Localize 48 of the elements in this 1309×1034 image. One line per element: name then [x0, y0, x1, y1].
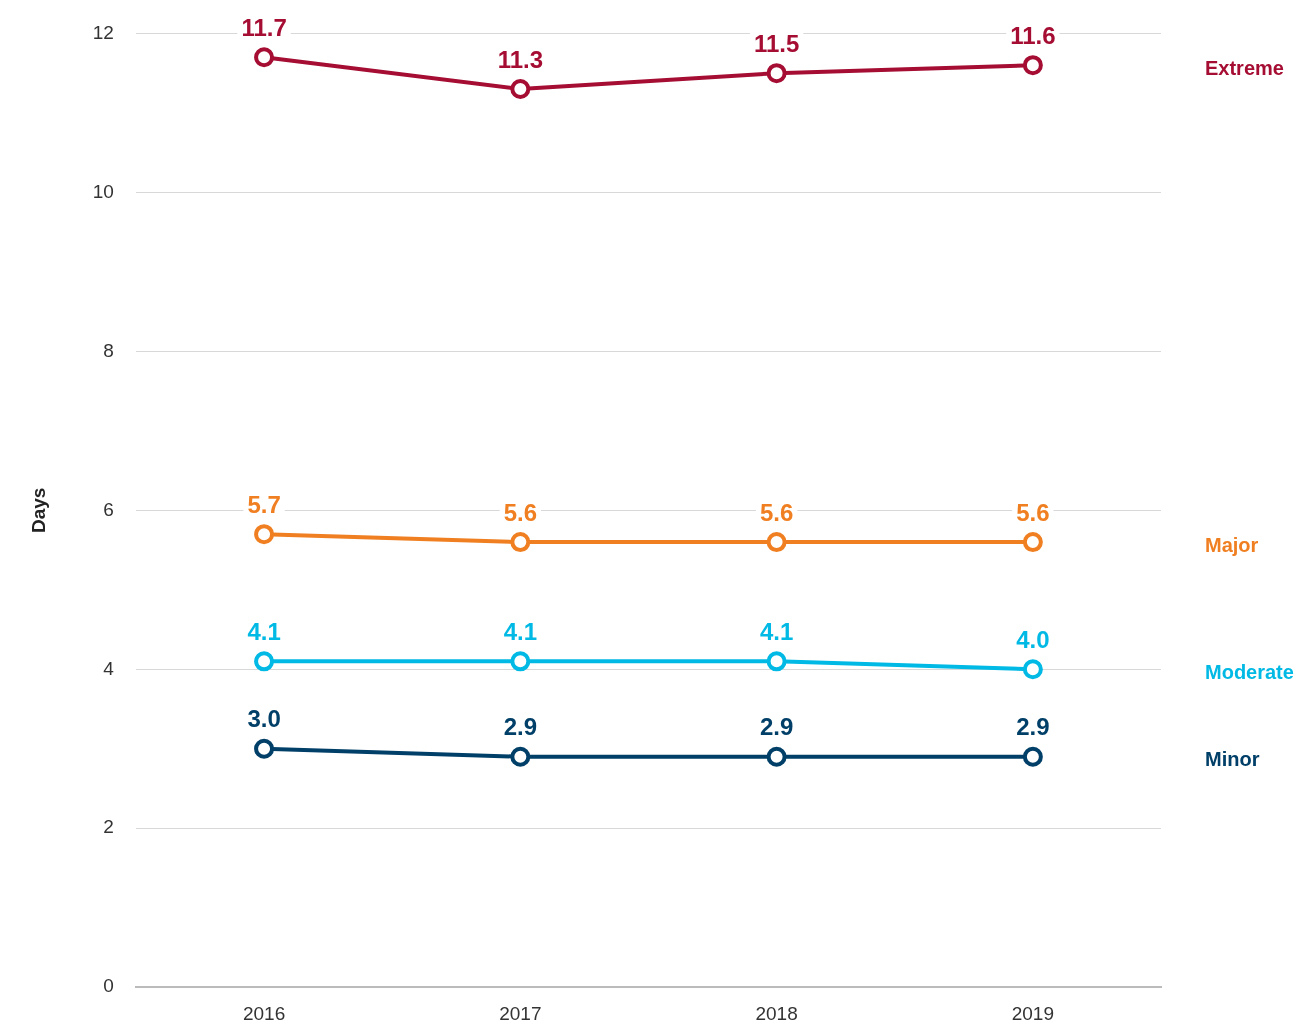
data-label: 4.1: [759, 617, 794, 645]
x-tick-label: 2019: [1011, 1002, 1055, 1024]
data-label: 2.9: [1016, 713, 1050, 741]
x-tick-label: 2016: [242, 1002, 286, 1024]
data-label: 11.5: [753, 29, 800, 57]
text: Major: [1205, 533, 1259, 556]
x-tick-label: 2018: [755, 1002, 798, 1024]
data-label: 11.3: [497, 45, 544, 73]
point: [510, 79, 531, 100]
data-label: 4.0: [1016, 625, 1050, 653]
data-label: 2.9: [503, 713, 538, 741]
point: [510, 651, 531, 672]
data-label: 4.1: [503, 617, 538, 645]
data-label: 3.0: [247, 705, 281, 733]
point: [766, 63, 787, 84]
text: Minor: [1205, 748, 1260, 771]
point: [1022, 532, 1043, 553]
y-tick-label: 6: [103, 498, 114, 520]
point: [254, 738, 275, 759]
text: Extreme: [1205, 56, 1284, 79]
data-label: 5.6: [1016, 498, 1050, 526]
point: [1022, 55, 1043, 76]
data-label: 11.7: [241, 13, 287, 41]
y-tick-label: 12: [92, 21, 114, 43]
point: [1022, 659, 1043, 680]
y-tick-label: 10: [92, 180, 114, 202]
point: [766, 532, 787, 553]
point: [766, 651, 787, 672]
text: Moderate: [1205, 660, 1294, 683]
point: [510, 746, 531, 767]
point: [254, 651, 275, 672]
point: [766, 746, 787, 767]
data-label: 2.9: [759, 713, 794, 741]
y-axis-title: Days: [27, 487, 49, 534]
y-tick-label: 4: [103, 657, 115, 679]
data-label: 4.1: [247, 617, 281, 645]
data-label: 5.6: [503, 498, 538, 526]
y-tick-label: 0: [103, 975, 114, 997]
y-tick-label: 2: [103, 816, 114, 838]
x-tick-label: 2017: [499, 1002, 542, 1024]
data-label: 5.6: [759, 498, 794, 526]
data-label: 5.7: [247, 490, 281, 518]
point: [254, 524, 275, 545]
point: [254, 47, 275, 68]
data-label: 11.6: [1010, 21, 1056, 49]
point: [510, 532, 531, 553]
y-tick-label: 8: [103, 339, 114, 361]
point: [1022, 746, 1043, 767]
